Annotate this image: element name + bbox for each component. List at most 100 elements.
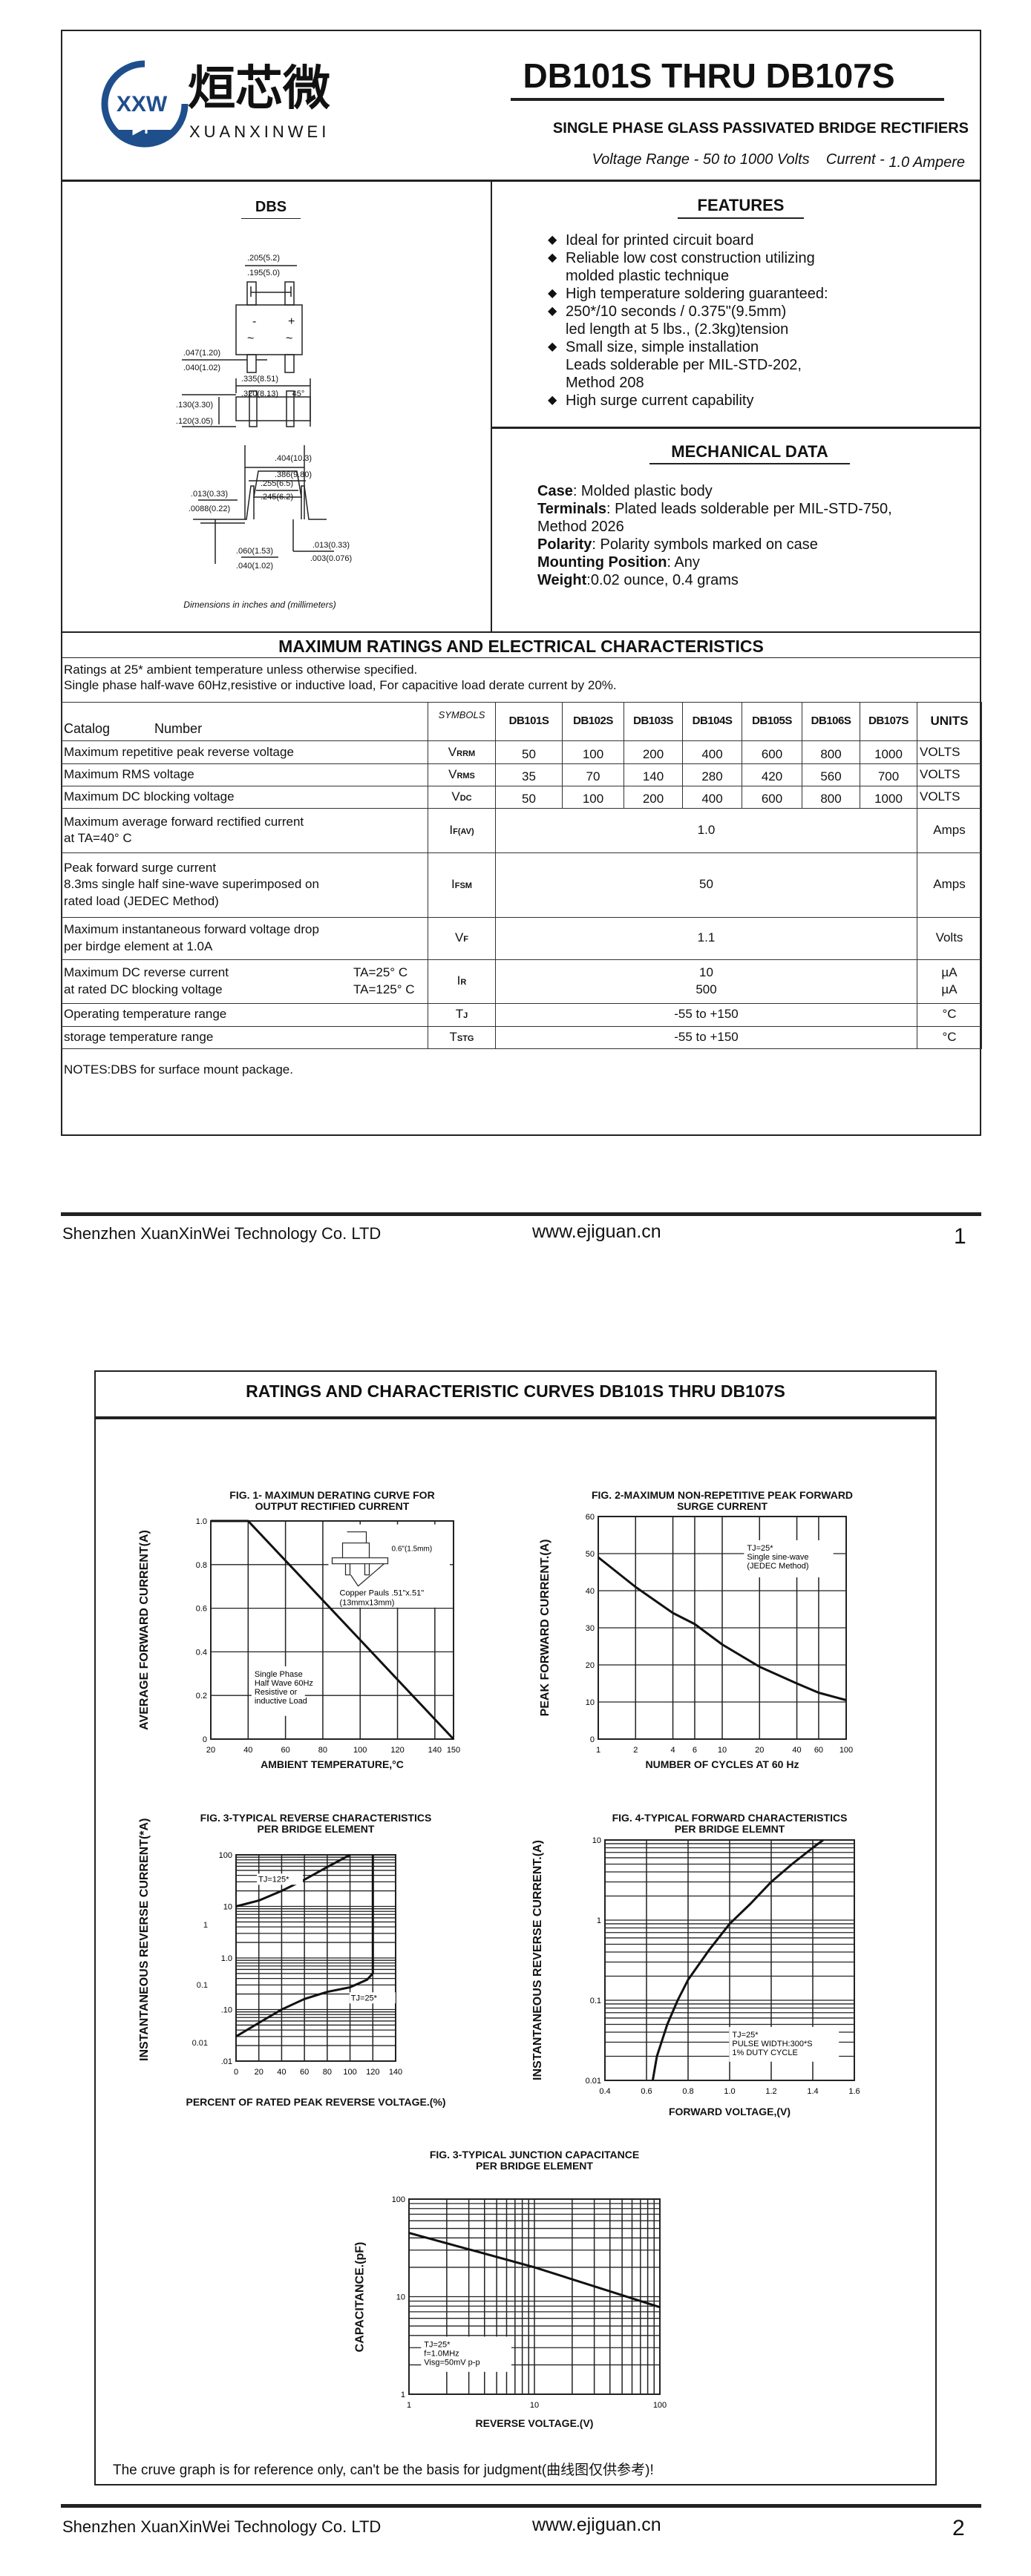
series-label-background <box>349 1992 396 2004</box>
series-line <box>408 2232 661 2309</box>
y-axis-label: INSTANTANEOUS REVERSE CURRENT.(A) <box>531 1840 544 2080</box>
title-underline <box>511 98 944 101</box>
x-tick-label: 100 <box>353 1746 367 1755</box>
logo-cn: 烜芯微 <box>188 62 330 116</box>
mechanical-item: Terminals: Plated leads solderable per M… <box>537 500 975 518</box>
features-divider <box>491 427 981 429</box>
annotation-text: Resistive or <box>255 1688 298 1697</box>
x-axis-label: PERCENT OF RATED PEAK REVERSE VOLTAGE.(%… <box>186 2096 446 2108</box>
x-axis-label: NUMBER OF CYCLES AT 60 Hz <box>645 1758 799 1770</box>
parameter-cell: Maximum DC reverse current TA=25° C at rat… <box>61 959 428 1004</box>
ratings-summary: Voltage Range - 50 to 1000 Volts Current… <box>445 151 965 171</box>
x-tick-label: 40 <box>792 1746 801 1755</box>
unit-cell: µA µA <box>917 959 982 1004</box>
x-tick-label: 0 <box>234 2068 238 2077</box>
mechanical-value: : Plated leads solderable per MIL-STD-75… <box>606 501 892 517</box>
x-tick-label: 10 <box>530 2401 539 2410</box>
y-tick-label: 1 <box>597 1916 601 1925</box>
y-tick-label: 60 <box>586 1513 595 1522</box>
ratings-title: MAXIMUM RATINGS AND ELECTRICAL CHARACTER… <box>61 631 981 658</box>
table-row: Maximum DC blocking voltage VDC 50 100 200 40… <box>61 785 982 809</box>
parameter-line: per birdge element at 1.0A <box>64 939 213 953</box>
ac-terminal-mark: ~ <box>286 332 293 345</box>
package-title: DBS <box>241 199 301 219</box>
y-tick-label: 1 <box>401 2391 405 2399</box>
table-row: Maximum average forward rectified curren… <box>61 807 982 853</box>
y-tick-label: 1.0 <box>196 1517 207 1526</box>
page2-note: The cruve graph is for reference only, c… <box>113 2462 654 2478</box>
table-row: Maximum RMS voltage VRMS 35 70 140 280 420 560 7… <box>61 763 982 786</box>
dimension-label: .047(1.20) <box>183 349 221 358</box>
y-tick-label: 10 <box>586 1698 595 1707</box>
x-tick-label: 140 <box>389 2068 402 2077</box>
ratings-note: Ratings at 25* ambient temperature unles… <box>64 663 418 677</box>
unit-line: °C <box>942 1029 957 1044</box>
chart-title-line: FIG. 3-TYPICAL JUNCTION CAPACITANCE <box>429 2149 640 2161</box>
value-cell: 1.1 <box>495 916 917 960</box>
annotation-background <box>251 1666 305 1716</box>
unit-line: VOLTS <box>920 744 960 759</box>
svg-text:XXW: XXW <box>117 92 168 116</box>
annotation-text: Copper Pauls .51"x.51" <box>340 1589 425 1598</box>
y-tick-label: 40 <box>586 1587 595 1596</box>
catalog-number-header: Catalog Number <box>61 702 428 741</box>
value-cell: 600 <box>742 785 802 809</box>
mechanical-item: Method 2026 <box>537 518 975 536</box>
series-line <box>211 1519 455 1741</box>
plot-frame <box>408 2198 661 2395</box>
value-cell: 50 <box>495 740 563 764</box>
symbol-main: V <box>454 930 464 945</box>
feature-text: Leads solderable per MIL-STD-202, <box>566 357 802 373</box>
plus-terminal-mark: + <box>288 315 295 328</box>
parameter-cell: storage temperature range <box>61 1025 428 1049</box>
annotation-background <box>729 2026 839 2062</box>
mechanical-item: Case: Molded plastic body <box>537 482 975 500</box>
symbol-main: T <box>449 1029 457 1044</box>
y-axis-label: INSTANTANEOUS REVERSE CURRENT(*A) <box>138 1818 151 2061</box>
mechanical-value: Method 2026 <box>537 519 624 535</box>
bullet-icon: ◆ <box>548 341 557 353</box>
feature-text: High surge current capability <box>566 392 754 409</box>
value-cell: 560 <box>802 763 860 786</box>
mechanical-item: Mounting Position: Any <box>537 553 975 571</box>
part-number-header: DB101S <box>495 702 563 741</box>
y-tick-label: 10 <box>223 1903 232 1912</box>
part-number-header: DB106S <box>802 702 860 741</box>
condition: TA=125° C <box>353 982 415 996</box>
x-tick-label: 100 <box>343 2068 356 2077</box>
symbol-subscript: DC <box>459 793 472 803</box>
symbol-subscript: RMS <box>456 772 475 781</box>
x-tick-label: 1.2 <box>765 2087 776 2096</box>
annotation-text: TJ=25* <box>732 2031 759 2040</box>
dimension-label: .040(1.02) <box>183 364 221 372</box>
feature-item: ◆ 250*/10 seconds / 0.375"(9.5mm) led leng… <box>548 303 963 338</box>
footer1-page-number: 1 <box>954 1224 966 1249</box>
unit-cell: °C <box>917 1025 982 1049</box>
symbol-main: T <box>455 1007 464 1022</box>
y-tick-label: 0.4 <box>196 1648 207 1657</box>
value-cell: 10 500 <box>495 959 917 1004</box>
series-label-background <box>257 1873 304 1885</box>
chart-title-line: OUTPUT RECTIFIED CURRENT <box>255 1500 410 1512</box>
bullet-icon: ◆ <box>548 394 557 407</box>
unit-cell: Volts <box>917 916 982 960</box>
y-tick-label: .01 <box>221 2057 232 2066</box>
symbol-subscript: F(AV) <box>453 827 474 836</box>
dimension-label: .386(9.80) <box>274 470 312 479</box>
symbol-cell: IR <box>428 959 496 1004</box>
dimensions-note: Dimensions in inches and (millimeters) <box>183 599 336 610</box>
y-axis-label: PEAK FORWARD CURRENT.(A) <box>539 1539 551 1717</box>
mechanical-value: : Polarity symbols marked on case <box>592 536 818 553</box>
logo-en: XUANXINWEI <box>189 122 330 141</box>
bullet-icon: ◆ <box>548 305 557 318</box>
annotation-background <box>421 2336 511 2372</box>
chart-title: FIG. 2-MAXIMUM NON-REPETITIVE PEAK FORWA… <box>554 1490 891 1512</box>
symbol-main: I <box>456 973 461 988</box>
y-tick-label: 0.1 <box>590 1997 601 2005</box>
value-line: 1.1 <box>697 930 716 945</box>
dimension-label: .255(6.5) <box>260 479 294 488</box>
part-number-header: DB102S <box>562 702 624 741</box>
footer2-page-number: 2 <box>952 2516 965 2540</box>
unit-line: °C <box>942 1007 957 1022</box>
dimension-label: .320(8.13) <box>240 390 279 398</box>
